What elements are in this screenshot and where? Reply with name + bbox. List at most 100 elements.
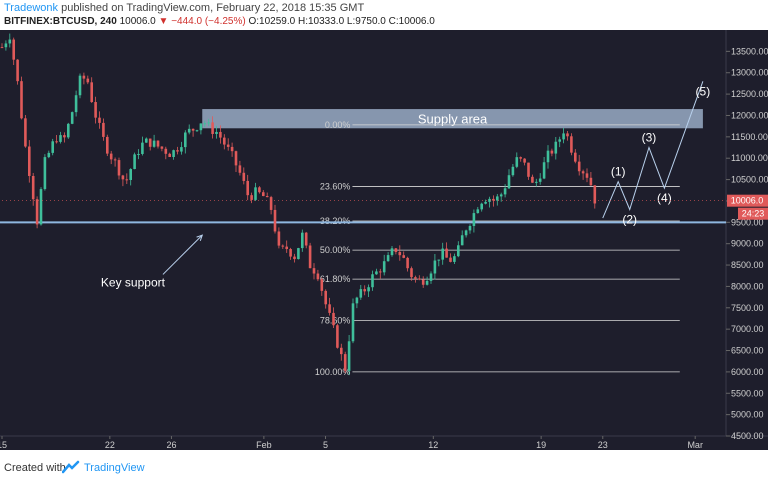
countdown-label: 24:23 bbox=[742, 209, 765, 219]
candle-body bbox=[262, 192, 265, 197]
candle-body bbox=[320, 279, 324, 291]
key-support-arrowhead bbox=[196, 234, 204, 241]
supply-zone-label: Supply area bbox=[418, 112, 488, 127]
candle-body bbox=[125, 179, 129, 181]
y-tick-label: 6000.00 bbox=[731, 367, 764, 377]
chart-svg[interactable]: 4500.00 5000.00 5500.00 6000.00 6500.00 7000.… bbox=[0, 30, 768, 450]
ohlc-close: C:10006.0 bbox=[388, 16, 435, 27]
candle-body bbox=[281, 245, 285, 247]
candle-body bbox=[449, 257, 452, 262]
candle-body bbox=[359, 289, 363, 298]
candle-body bbox=[203, 123, 207, 125]
x-tick-label: 19 bbox=[536, 440, 546, 450]
candle-body bbox=[78, 75, 82, 96]
candle-body bbox=[562, 133, 565, 140]
candle-body bbox=[421, 279, 425, 285]
candle-body bbox=[538, 178, 542, 182]
candle-body bbox=[141, 142, 144, 154]
candle-body bbox=[74, 95, 78, 113]
candle-body bbox=[375, 271, 378, 275]
candle-body bbox=[355, 297, 359, 304]
last-price-label-bg bbox=[727, 194, 768, 207]
candle-body bbox=[28, 146, 31, 176]
candle-body bbox=[488, 198, 491, 202]
candle-body bbox=[102, 122, 105, 137]
candle-body bbox=[277, 231, 281, 246]
candle-body bbox=[82, 75, 86, 79]
tradingview-logo-icon bbox=[62, 460, 80, 474]
price-chart[interactable]: 4500.00 5000.00 5500.00 6000.00 6500.00 7000.… bbox=[0, 30, 768, 450]
candle-body bbox=[425, 280, 429, 285]
x-tick-label: 22 bbox=[105, 440, 115, 450]
y-tick-label: 6500.00 bbox=[731, 346, 764, 356]
candle-body bbox=[70, 112, 74, 124]
y-tick-label: 10500.00 bbox=[731, 175, 768, 185]
candle-body bbox=[441, 248, 444, 260]
candle-body bbox=[223, 137, 226, 145]
candle-body bbox=[379, 271, 382, 273]
candle-body bbox=[507, 175, 511, 189]
candle-body bbox=[199, 123, 203, 131]
candle-body bbox=[453, 256, 456, 262]
wave-label: (5) bbox=[696, 84, 711, 98]
candle-body bbox=[269, 197, 273, 210]
tradingview-brand-link[interactable]: TradingView bbox=[84, 462, 145, 474]
candle-body bbox=[511, 166, 515, 176]
created-with-text: Created with bbox=[4, 462, 66, 474]
fib-level-label: 61.80% bbox=[320, 274, 351, 284]
candle-body bbox=[246, 180, 249, 196]
candle-body bbox=[437, 259, 441, 261]
candle-body bbox=[187, 128, 191, 133]
candle-body bbox=[137, 153, 140, 155]
candle-body bbox=[347, 341, 351, 371]
candle-body bbox=[585, 173, 589, 178]
candle-body bbox=[418, 278, 421, 280]
y-tick-label: 12500.00 bbox=[731, 89, 768, 99]
candle-body bbox=[558, 139, 561, 142]
candle-body bbox=[406, 257, 409, 269]
candle-body bbox=[133, 154, 136, 170]
fib-level-label: 23.60% bbox=[320, 181, 351, 191]
publisher-line: Tradewonk published on TradingView.com, … bbox=[4, 2, 364, 14]
x-tick-label: 15 bbox=[0, 440, 7, 450]
candle-body bbox=[546, 150, 550, 163]
candle-body bbox=[429, 273, 433, 281]
candle-body bbox=[67, 123, 70, 138]
candle-body bbox=[308, 245, 312, 269]
candle-body bbox=[476, 209, 480, 214]
ohlc-high: H:10333.0 bbox=[297, 16, 345, 27]
candle-body bbox=[566, 133, 569, 137]
candle-body bbox=[285, 246, 288, 250]
chart-header: Tradewonk published on TradingView.com, … bbox=[0, 0, 768, 30]
y-tick-label: 9000.00 bbox=[731, 239, 764, 249]
candle-body bbox=[117, 160, 121, 176]
x-tick-label: 12 bbox=[428, 440, 438, 450]
candle-body bbox=[106, 136, 109, 154]
candle-body bbox=[250, 195, 253, 200]
candle-body bbox=[457, 245, 460, 257]
key-support-arrow bbox=[162, 234, 203, 275]
candle-body bbox=[176, 150, 179, 152]
candle-body bbox=[195, 130, 199, 132]
candle-body bbox=[86, 78, 90, 83]
candle-body bbox=[324, 290, 327, 305]
candle-body bbox=[4, 43, 8, 48]
wave-label: (4) bbox=[657, 191, 672, 205]
y-tick-label: 13000.00 bbox=[731, 68, 768, 78]
ohlc-low: L:9750.0 bbox=[346, 16, 386, 27]
published-text: published on TradingView.com, February 2… bbox=[61, 2, 365, 14]
candle-body bbox=[332, 312, 335, 326]
candle-body bbox=[542, 162, 546, 179]
candle-body bbox=[43, 157, 47, 190]
author-link[interactable]: Tradewonk bbox=[4, 2, 59, 14]
candle-body bbox=[519, 157, 522, 159]
candle-body bbox=[574, 152, 577, 162]
wave-label: (2) bbox=[622, 212, 637, 226]
candle-body bbox=[577, 161, 581, 172]
candle-body bbox=[340, 347, 343, 355]
candle-body bbox=[343, 354, 347, 371]
candle-body bbox=[215, 131, 218, 134]
candle-body bbox=[499, 194, 503, 197]
y-tick-label: 4500.00 bbox=[731, 431, 764, 441]
candle-body bbox=[31, 175, 35, 200]
